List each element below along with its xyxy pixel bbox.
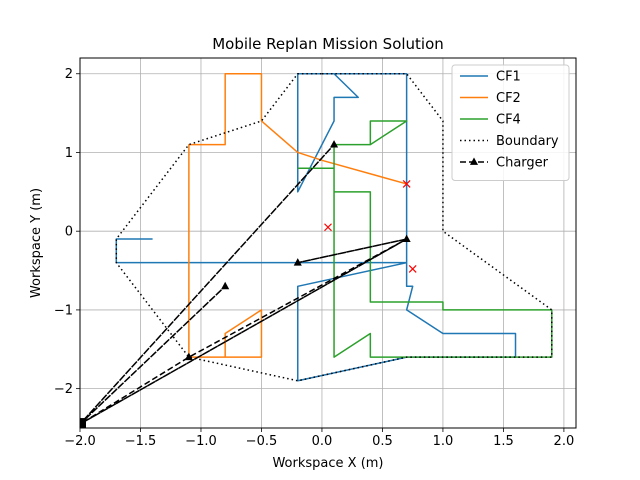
charger-point [293,258,302,266]
legend-label: CF4 [496,113,521,128]
legend-marker [469,157,479,165]
cross-marker [402,180,411,188]
chart-title: Mobile Replan Mission Solution [212,35,444,53]
x-tick-label: 0.5 [372,434,393,449]
x-tick-label: 1.0 [433,434,454,449]
charger-point [329,140,339,148]
legend-box [451,64,570,181]
cross-marker [408,265,417,273]
cross-marker [324,223,332,232]
legend-label: CF1 [496,70,521,85]
plot-area [80,72,553,428]
y-tick-label: 2 [65,67,73,82]
x-tick-label: −2.0 [64,434,96,449]
series-line-cf2 [188,72,407,358]
x-tick-label: −1.5 [125,434,157,449]
charger-point [221,281,230,290]
series-line-boundary [115,72,553,382]
y-tick-label: −2 [54,382,73,397]
x-tick-label: 2.0 [554,434,575,449]
legend-label: CF2 [496,91,521,106]
charger-point [402,234,411,242]
y-tick-label: 0 [65,225,73,240]
y-tick-label: −1 [54,303,73,318]
y-axis-label: Workspace Y (m) [29,188,44,298]
charger-point [184,352,193,361]
legend: CF1 CF2 CF4 Boundary Charger [451,64,570,181]
series-line-cf4 [297,120,553,358]
x-tick-label: −0.5 [246,434,278,449]
legend-label: Boundary [496,134,559,149]
x-tick-label: −1.0 [185,434,217,449]
tick-marks: −2.0 −1.5 −1.0 −0.5 0.0 0.5 1.0 1.5 2.0 −2 −1 0 1 2 [54,67,574,449]
axes-frame [79,57,577,429]
x-tick-label: 0.0 [312,434,333,449]
charger-station-marker [80,418,86,428]
legend-label: Charger [496,156,549,171]
y-tick-label: 1 [65,146,73,161]
x-tick-label: 1.5 [493,434,514,449]
x-axis-label: Workspace X (m) [272,456,383,471]
